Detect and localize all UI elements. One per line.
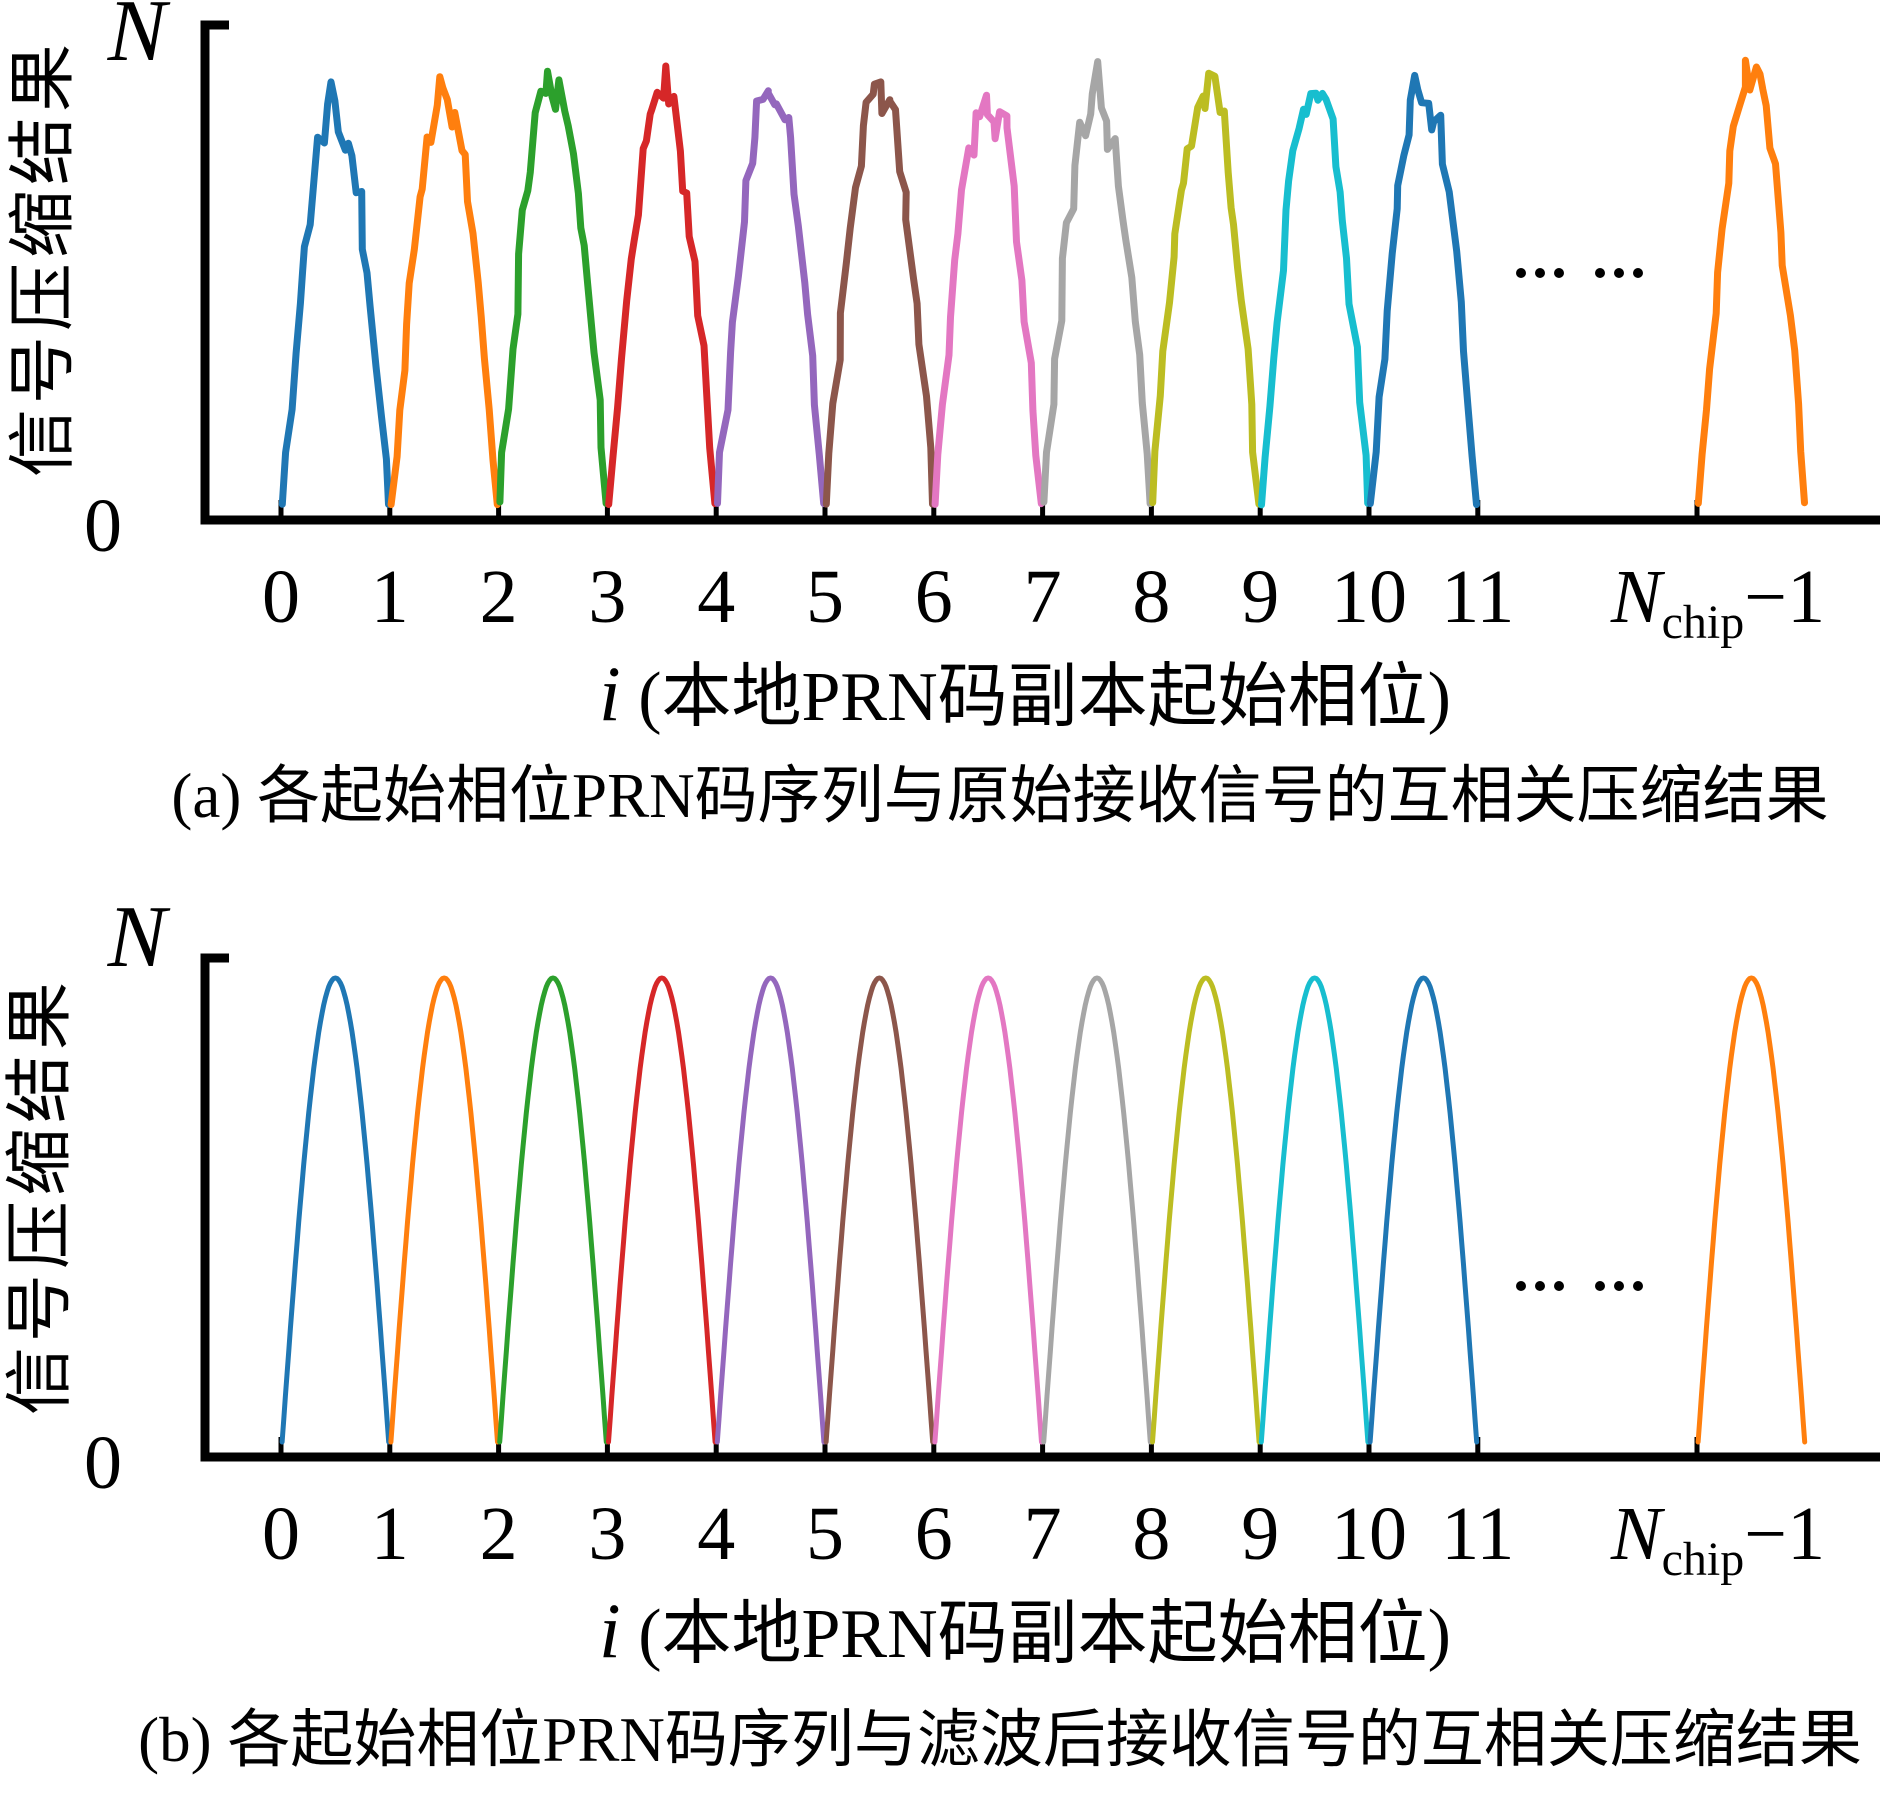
pulse-curve-a-7: [1040, 58, 1154, 508]
x-tick-label-b-9: 9: [1241, 1492, 1280, 1576]
x-tick-label-a-10: 10: [1331, 555, 1407, 639]
x-tick-label-b-0: 0: [262, 1492, 300, 1576]
gap-ellipsis-dot-a-0: [1516, 268, 1526, 278]
pulse-curve-b-2: [497, 975, 609, 1445]
gap-ellipsis-dot-a-3: [1595, 268, 1605, 278]
pulse-curve-a-N_chip−1: [1694, 56, 1808, 507]
pulse-curve-b-9: [1258, 975, 1371, 1445]
x-tick-marks-b: [278, 1437, 1700, 1457]
x-axis-variable-b: i: [599, 1587, 621, 1674]
gap-ellipsis-dot-a-5: [1633, 268, 1643, 278]
x-tick-label-a-6: 6: [914, 555, 953, 639]
x-tick-label-a-5: 5: [806, 555, 844, 639]
x-axis-variable-a: i: [599, 650, 621, 737]
x-tick-label-b-3: 3: [588, 1492, 627, 1576]
nchip-minus-one: −1: [1744, 555, 1826, 639]
x-tick-label-a-1: 1: [370, 555, 409, 639]
nchip-symbol: N: [1610, 555, 1662, 639]
x-tick-label-b-4: 4: [697, 1492, 736, 1576]
x-axis-title-b: i (本地PRN码副本起始相位): [210, 1592, 1840, 1670]
y-max-label-b: N: [107, 889, 167, 986]
pulse-curve-b-N_chip−1: [1695, 975, 1808, 1445]
y-axis-title-b: 信号压缩结果: [2, 977, 78, 1416]
x-tick-label-b-6: 6: [914, 1492, 953, 1576]
pulse-curve-b-10: [1367, 975, 1480, 1445]
x-tick-marks-a: [278, 500, 1700, 520]
gap-ellipsis-dot-a-1: [1535, 268, 1545, 278]
x-tick-label-b-8: 8: [1132, 1492, 1171, 1576]
pulse-curve-a-9: [1258, 89, 1372, 509]
x-tick-label-a-0: 0: [262, 555, 300, 639]
pulse-curve-a-5: [822, 78, 936, 508]
pulse-curve-b-3: [606, 975, 718, 1445]
x-axis-title-text-a: (本地PRN码副本起始相位): [620, 659, 1451, 736]
gap-ellipsis-dot-b-0: [1516, 1281, 1526, 1291]
x-tick-label-a-2: 2: [479, 555, 518, 639]
gap-ellipsis-dot-b-4: [1614, 1281, 1624, 1291]
gap-ellipsis-dot-b-3: [1595, 1281, 1605, 1291]
axis-lines-a: [200, 20, 1880, 525]
x-tick-label-b-5: 5: [806, 1492, 844, 1576]
caption-a: (a) 各起始相位PRN码序列与原始接收信号的互相关压缩结果: [171, 761, 1829, 831]
x-tick-label-a-11: 11: [1441, 555, 1515, 639]
panel-a-plot: [200, 20, 1880, 525]
x-tick-label-nchip-b: Nchip−1: [1611, 1496, 1825, 1584]
pulse-curve-b-6: [932, 975, 1044, 1445]
x-tick-label-b-11: 11: [1441, 1492, 1515, 1576]
nchip-symbol: N: [1610, 1492, 1662, 1576]
x-tick-label-nchip-a: Nchip−1: [1611, 559, 1825, 647]
pulse-curve-b-1: [388, 975, 500, 1445]
gap-ellipsis-dot-a-2: [1554, 268, 1564, 278]
y-min-label-b: 0: [84, 1421, 122, 1505]
gap-ellipsis-dot-b-1: [1535, 1281, 1545, 1291]
gap-ellipsis-dot-b-5: [1633, 1281, 1643, 1291]
x-tick-label-b-10: 10: [1331, 1492, 1407, 1576]
gap-ellipsis-dot-a-4: [1614, 268, 1624, 278]
pulse-curve-a-8: [1149, 69, 1263, 508]
y-min-label-a: 0: [84, 484, 122, 568]
nchip-minus-one: −1: [1744, 1492, 1826, 1576]
caption-b: (b) 各起始相位PRN码序列与滤波后接收信号的互相关压缩结果: [138, 1705, 1862, 1775]
nchip-subscript: chip: [1661, 596, 1745, 650]
x-axis-title-text-b: (本地PRN码副本起始相位): [620, 1596, 1451, 1673]
y-axis-title-a: 信号压缩结果: [5, 39, 81, 478]
pulse-curve-a-6: [931, 91, 1045, 508]
pulse-curve-b-5: [823, 975, 936, 1445]
axis-lines-b: [200, 953, 1880, 1462]
pulse-curve-b-4: [714, 975, 827, 1445]
nchip-subscript: chip: [1661, 1533, 1745, 1587]
pulse-curve-b-0: [279, 975, 392, 1445]
y-max-label-a: N: [107, 0, 167, 80]
panel-b-plot: [200, 953, 1880, 1462]
x-tick-label-a-8: 8: [1132, 555, 1171, 639]
x-tick-label-b-7: 7: [1023, 1492, 1062, 1576]
x-tick-label-a-4: 4: [697, 555, 736, 639]
pulse-curve-a-10: [1366, 71, 1480, 508]
x-tick-label-a-9: 9: [1241, 555, 1280, 639]
gap-ellipsis-dot-b-2: [1554, 1281, 1564, 1291]
pulse-curve-b-8: [1150, 975, 1262, 1445]
x-tick-label-b-2: 2: [479, 1492, 518, 1576]
pulse-curve-a-4: [714, 87, 828, 508]
pulse-curve-a-2: [496, 67, 610, 507]
pulse-curve-b-7: [1041, 975, 1153, 1445]
x-tick-label-b-1: 1: [370, 1492, 409, 1576]
x-tick-label-a-3: 3: [588, 555, 627, 639]
x-tick-label-a-7: 7: [1023, 555, 1062, 639]
x-axis-title-a: i (本地PRN码副本起始相位): [210, 655, 1840, 733]
pulse-curve-a-3: [605, 62, 719, 508]
pulse-curve-a-1: [387, 73, 501, 509]
pulse-curve-a-0: [278, 78, 392, 508]
